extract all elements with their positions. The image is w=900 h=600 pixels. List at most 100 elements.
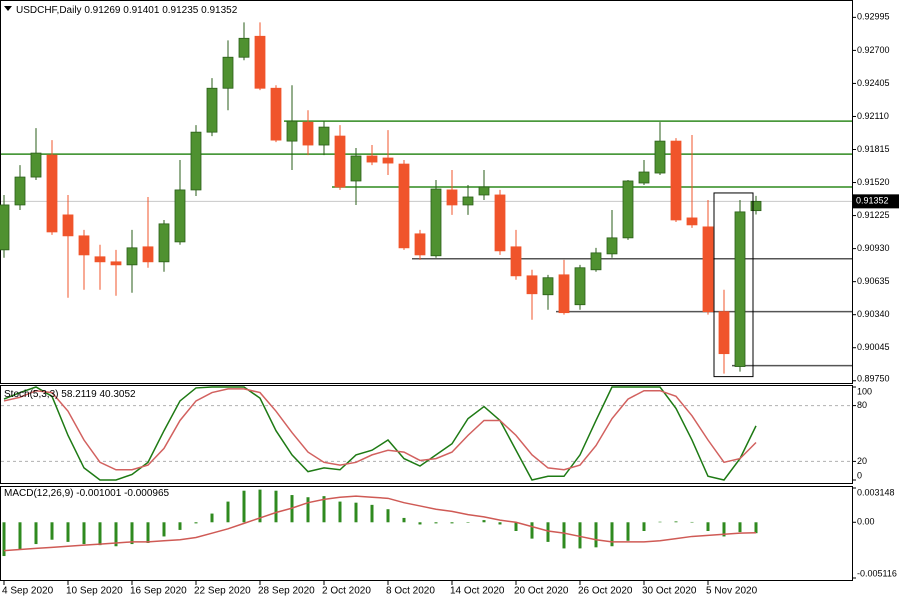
chart-title: USDCHF,Daily bbox=[16, 5, 82, 16]
candle-body bbox=[526, 275, 538, 295]
candle-body bbox=[302, 121, 314, 146]
candle-body bbox=[126, 247, 138, 266]
candle-body bbox=[270, 87, 282, 141]
selection-box bbox=[713, 192, 754, 378]
macd-bar bbox=[258, 489, 262, 523]
chart-title: Stoch(5,3,3) bbox=[4, 389, 58, 400]
high-value: 0.91401 bbox=[123, 5, 160, 16]
macd-bar bbox=[18, 522, 22, 550]
macd-bar bbox=[626, 522, 630, 541]
y-tick-label: 100 bbox=[857, 386, 872, 396]
macd-bar bbox=[578, 522, 582, 549]
candle-body bbox=[510, 246, 522, 277]
price-tag bbox=[853, 194, 899, 209]
candle-body bbox=[190, 131, 202, 191]
candle-body bbox=[462, 196, 474, 206]
candle-body bbox=[670, 140, 682, 221]
macd-bar bbox=[50, 522, 54, 540]
panel-label: MACD(12,26,9) -0.001001 -0.000965 bbox=[4, 488, 170, 499]
y-tick-label: 0.91815 bbox=[857, 144, 890, 154]
candle-body bbox=[334, 135, 346, 188]
stoch-panel bbox=[0, 385, 853, 484]
macd-bar bbox=[82, 522, 86, 545]
y-tick-label: 0.92110 bbox=[857, 111, 889, 121]
macd-bar bbox=[514, 522, 518, 531]
macd-value: -0.001001 bbox=[76, 488, 121, 499]
candle-body bbox=[430, 188, 442, 257]
stoch-line bbox=[3, 386, 757, 481]
candle-body bbox=[414, 233, 426, 256]
candle-body bbox=[318, 126, 330, 146]
stoch-line bbox=[3, 388, 757, 471]
y-tick-label: 0.92405 bbox=[857, 78, 890, 88]
candle-body bbox=[254, 35, 266, 89]
candle-body bbox=[46, 154, 58, 233]
x-tick-label: 26 Oct 2020 bbox=[578, 586, 633, 597]
x-tick-label: 5 Nov 2020 bbox=[706, 586, 758, 597]
macd-bar bbox=[354, 502, 358, 523]
macd-bar bbox=[498, 522, 502, 525]
macd-bar bbox=[386, 509, 390, 523]
signal-value: -0.000965 bbox=[124, 488, 169, 499]
candle-body bbox=[542, 277, 554, 296]
macd-bar bbox=[146, 522, 150, 543]
symbol-icon bbox=[4, 6, 12, 11]
candle-body bbox=[158, 223, 170, 263]
candle-body bbox=[94, 256, 106, 263]
macd-bar bbox=[610, 522, 614, 547]
x-tick-label: 30 Oct 2020 bbox=[642, 586, 697, 597]
macd-bar bbox=[418, 522, 422, 525]
y-tick-label: -0.005116 bbox=[857, 568, 897, 578]
macd-bar bbox=[738, 522, 742, 533]
y-tick-label: 0.92700 bbox=[857, 45, 890, 55]
macd-bar bbox=[226, 501, 230, 523]
candle-body bbox=[478, 186, 490, 196]
candle-body bbox=[446, 189, 458, 206]
price-panel bbox=[0, 0, 853, 384]
candle-body bbox=[558, 274, 570, 314]
macd-bar bbox=[546, 522, 550, 542]
panel-label: Stoch(5,3,3) 58.2119 40.3052 bbox=[4, 389, 136, 400]
y-tick-label: 0.90635 bbox=[857, 276, 890, 286]
candle-body bbox=[62, 214, 74, 237]
y-tick-label: 80 bbox=[857, 400, 867, 410]
price-tag-label: 0.91352 bbox=[856, 196, 889, 206]
macd-bar bbox=[690, 521, 694, 523]
macd-bar bbox=[130, 522, 134, 545]
y-tick-label: 0.92995 bbox=[857, 12, 890, 22]
macd-bar bbox=[450, 522, 454, 524]
y-tick-label: 0.003148 bbox=[857, 487, 895, 497]
y-tick-label: 0.90340 bbox=[857, 309, 890, 319]
candle-body bbox=[174, 189, 186, 243]
x-tick-label: 2 Oct 2020 bbox=[322, 586, 371, 597]
close-value: 0.91352 bbox=[201, 5, 238, 16]
macd-bar bbox=[306, 497, 310, 523]
x-tick-label: 28 Sep 2020 bbox=[258, 586, 315, 597]
candle-body bbox=[78, 235, 90, 256]
macd-bar bbox=[98, 522, 102, 546]
candle-body bbox=[142, 246, 154, 263]
macd-bar bbox=[2, 522, 6, 557]
candle-body bbox=[206, 87, 218, 133]
chart-title: MACD(12,26,9) bbox=[4, 488, 73, 499]
candle-body bbox=[222, 56, 234, 89]
candle-body bbox=[734, 211, 746, 367]
macd-bar bbox=[722, 522, 726, 537]
y-tick-label: 0 bbox=[857, 470, 862, 480]
low-value: 0.91235 bbox=[162, 5, 199, 16]
candle-body bbox=[590, 252, 602, 271]
macd-bar bbox=[210, 513, 214, 523]
x-tick-label: 4 Sep 2020 bbox=[2, 586, 54, 597]
candle-body bbox=[606, 237, 618, 255]
x-tick-label: 16 Sep 2020 bbox=[130, 586, 187, 597]
macd-panel bbox=[0, 486, 853, 581]
candle-body bbox=[718, 311, 730, 355]
y-tick-label: 0.90930 bbox=[857, 243, 890, 253]
signal-line bbox=[3, 495, 757, 552]
candle-body bbox=[398, 163, 410, 249]
candle-body bbox=[702, 226, 714, 313]
candle-body bbox=[382, 157, 394, 164]
macd-bar bbox=[562, 522, 566, 549]
